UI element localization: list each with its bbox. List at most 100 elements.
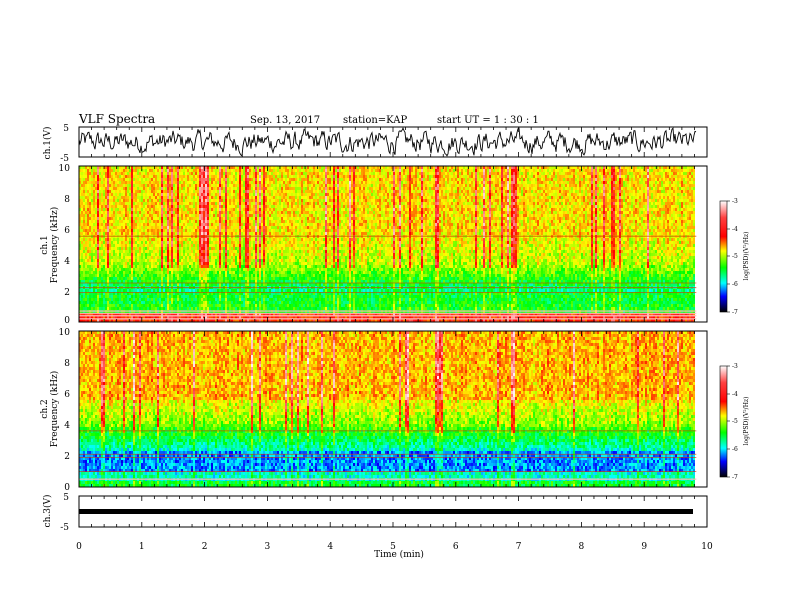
spectrogram-cell: [349, 169, 351, 172]
spectrogram-cell: [251, 169, 253, 172]
spectrogram-cell: [169, 169, 171, 172]
spectrogram-cell: [217, 169, 219, 172]
spectrogram-cell: [387, 169, 389, 172]
spectrogram-cell: [369, 172, 371, 175]
spectrogram-cell: [225, 169, 227, 172]
spectrogram-cell: [353, 175, 355, 178]
spectrogram-cell: [541, 175, 543, 178]
spectrogram-cell: [427, 175, 429, 178]
spectrogram-cell: [157, 175, 159, 178]
spectrogram-cell: [615, 172, 617, 175]
spectrogram-cell: [305, 178, 307, 181]
spectrogram-cell: [303, 175, 305, 178]
spectrogram-cell: [675, 178, 677, 181]
spectrogram-cell: [329, 178, 331, 181]
ch1-spectrogram-image: [79, 166, 696, 322]
spectrogram-cell: [101, 181, 103, 184]
spectrogram-cell: [117, 181, 119, 184]
spectrogram-cell: [593, 169, 595, 172]
spectrogram-cell: [501, 181, 503, 184]
spectrogram-cell: [457, 169, 459, 172]
spectrogram-cell: [97, 181, 99, 184]
spectrogram-cell: [187, 169, 189, 172]
spectrogram-cell: [599, 178, 601, 181]
spectrogram-cell: [199, 172, 201, 175]
spectrogram-cell: [119, 181, 121, 184]
spectrogram-cell: [475, 175, 477, 178]
spectrogram-cell: [377, 172, 379, 175]
spectrogram-cell: [265, 178, 267, 181]
spectrogram-cell: [397, 178, 399, 181]
spectrogram-cell: [309, 169, 311, 172]
spectrogram-cell: [601, 175, 603, 178]
spectrogram-cell: [211, 172, 213, 175]
spectrogram-cell: [481, 175, 483, 178]
spectrogram-cell: [653, 172, 655, 175]
spectrogram-cell: [547, 175, 549, 178]
spectrogram-cell: [231, 172, 233, 175]
spectrogram-cell: [149, 172, 151, 175]
spectrogram-cell: [345, 175, 347, 178]
spectrogram-cell: [233, 178, 235, 181]
spectrogram-cell: [147, 175, 149, 178]
spectrogram-cell: [583, 175, 585, 178]
spectrogram-cell: [301, 178, 303, 181]
spectrogram-cell: [207, 169, 209, 172]
spectrogram-cell: [179, 181, 181, 184]
spectrogram-cell: [179, 169, 181, 172]
spectrogram-cell: [627, 172, 629, 175]
spectrogram-cell: [691, 169, 693, 172]
spectrogram-cell: [311, 175, 313, 178]
spectrogram-cell: [367, 175, 369, 178]
spectrogram-cell: [153, 169, 155, 172]
spectrogram-cell: [407, 169, 409, 172]
spectrogram-cell: [273, 175, 275, 178]
spectrogram-cell: [293, 172, 295, 175]
spectrogram-cell: [575, 169, 577, 172]
spectrogram-cell: [147, 181, 149, 184]
spectrogram-cell: [407, 172, 409, 175]
spectrogram-cell: [157, 178, 159, 181]
spectrogram-cell: [95, 175, 97, 178]
spectrogram-cell: [161, 175, 163, 178]
spectrogram-cell: [659, 169, 661, 172]
spectrogram-cell: [385, 175, 387, 178]
spectrogram-cell: [205, 178, 207, 181]
spectrogram-cell: [411, 178, 413, 181]
spectrogram-cell: [333, 169, 335, 172]
spectrogram-cell: [111, 175, 113, 178]
spectrogram-cell: [249, 175, 251, 178]
spectrogram-cell: [667, 169, 669, 172]
spectrogram-cell: [299, 169, 301, 172]
spectrogram-cell: [127, 175, 129, 178]
spectrogram-cell: [309, 178, 311, 181]
spectrogram-cell: [379, 175, 381, 178]
spectrogram-cell: [433, 178, 435, 181]
spectrogram-cell: [395, 172, 397, 175]
spectrogram-cell: [627, 169, 629, 172]
spectrogram-cell: [605, 175, 607, 178]
spectrogram-cell: [289, 169, 291, 172]
spectrogram-cell: [365, 172, 367, 175]
spectrogram-cell: [335, 178, 337, 181]
spectrogram-cell: [337, 175, 339, 178]
spectrogram-cell: [361, 175, 363, 178]
spectrogram-cell: [503, 172, 505, 175]
spectrogram-cell: [121, 178, 123, 181]
spectrogram-cell: [331, 169, 333, 172]
figure-date: Sep. 13, 2017: [250, 115, 320, 126]
spectrogram-cell: [165, 172, 167, 175]
spectrogram-cell: [387, 172, 389, 175]
spectrogram-cell: [529, 169, 531, 172]
spectrogram-cell: [497, 181, 499, 184]
spectrogram-cell: [561, 172, 563, 175]
spectrogram-cell: [619, 181, 621, 184]
spectrogram-cell: [609, 169, 611, 172]
spectrogram-cell: [495, 178, 497, 181]
spectrogram-cell: [169, 181, 171, 184]
spectrogram-cell: [541, 172, 543, 175]
spectrogram-cell: [371, 178, 373, 181]
spectrogram-cell: [301, 172, 303, 175]
spectrogram-cell: [619, 172, 621, 175]
spectrogram-cell: [307, 178, 309, 181]
